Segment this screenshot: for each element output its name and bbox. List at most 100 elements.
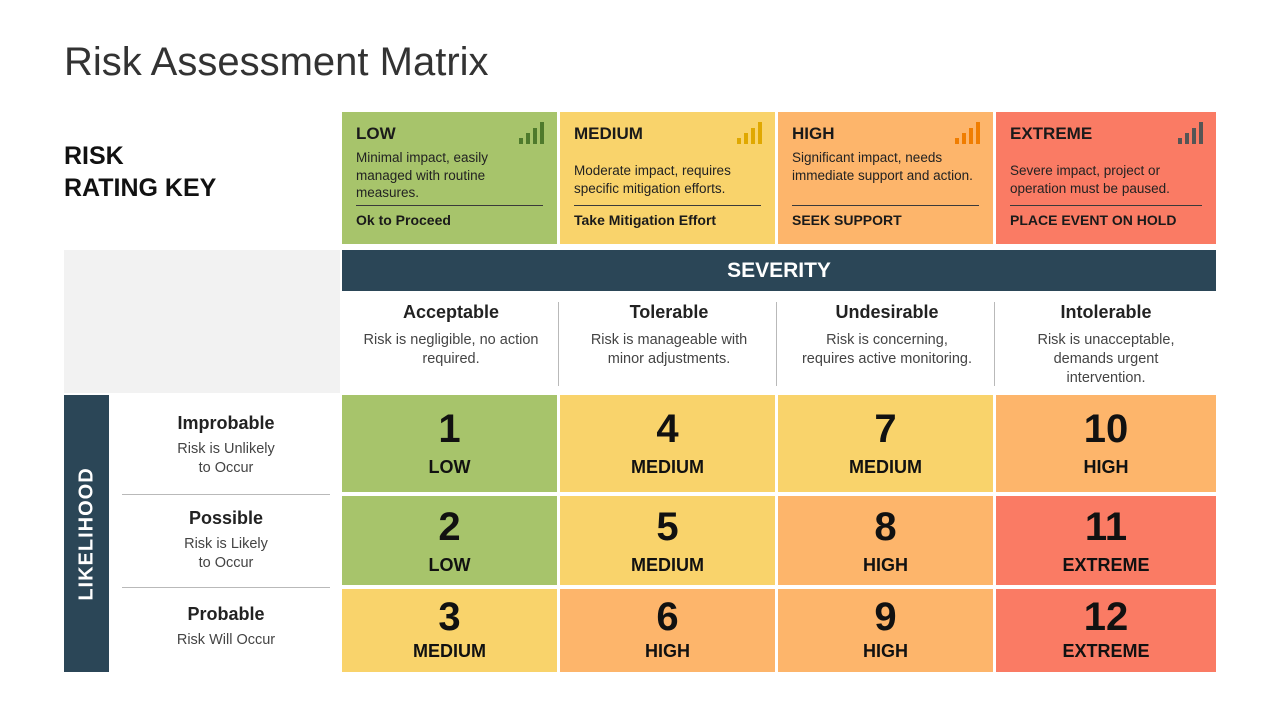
severity-description: Risk is concerning, requires active moni… <box>801 332 973 367</box>
signal-bar <box>758 122 762 144</box>
key-card-name: MEDIUM <box>574 124 643 143</box>
key-card-action: Take Mitigation Effort <box>574 212 717 228</box>
signal-bar <box>751 128 755 144</box>
risk-level: HIGH <box>863 641 908 661</box>
risk-level: MEDIUM <box>631 457 704 477</box>
key-card-divider <box>356 205 543 206</box>
severity-divider <box>776 302 777 386</box>
signal-bar <box>1192 128 1196 144</box>
risk-level: HIGH <box>645 641 690 661</box>
key-card-description: Significant impact, needs immediate supp… <box>792 150 973 183</box>
rating-key-line-2: RATING KEY <box>64 174 217 202</box>
matrix-cell: 11 EXTREME <box>996 496 1216 585</box>
severity-description: Risk is manageable with minor adjustment… <box>590 332 748 367</box>
signal-bar <box>737 138 741 144</box>
signal-bar <box>540 122 544 144</box>
signal-bar <box>519 138 523 144</box>
corner-blank-panel <box>64 250 340 393</box>
risk-level: EXTREME <box>1062 641 1150 661</box>
likelihood-row-probable: Probable Risk Will Occur <box>122 604 330 650</box>
key-card-high: HIGH Significant impact, needs immediate… <box>778 112 993 244</box>
severity-column-undesirable: Undesirable Risk is concerning, requires… <box>778 300 996 390</box>
severity-divider <box>994 302 995 386</box>
signal-bar <box>969 128 973 144</box>
risk-level: HIGH <box>1083 457 1129 477</box>
signal-bar <box>962 133 966 144</box>
matrix-cell: 10 HIGH <box>996 395 1216 492</box>
severity-name: Undesirable <box>835 302 939 322</box>
risk-score: 2 <box>438 505 461 549</box>
key-card-extreme: EXTREME Severe impact, project or operat… <box>996 112 1216 244</box>
severity-description: Risk is negligible, no action required. <box>363 332 539 367</box>
key-card-divider <box>1010 205 1202 206</box>
risk-level: LOW <box>428 555 471 575</box>
risk-score: 1 <box>438 407 461 451</box>
matrix-cell: 7 MEDIUM <box>778 395 993 492</box>
key-card-name: EXTREME <box>1010 124 1093 143</box>
likelihood-name: Possible <box>188 508 264 528</box>
risk-score: 8 <box>874 505 897 549</box>
likelihood-header: LIKELIHOOD <box>64 395 109 672</box>
severity-name: Tolerable <box>629 302 709 322</box>
risk-score: 9 <box>874 595 897 639</box>
signal-bar <box>744 133 748 144</box>
risk-score: 10 <box>1083 407 1129 451</box>
signal-bar <box>1178 138 1182 144</box>
signal-bar <box>955 138 959 144</box>
matrix-cell: 2 LOW <box>342 496 557 585</box>
key-card-action: SEEK SUPPORT <box>792 212 902 228</box>
signal-bar <box>1185 133 1189 144</box>
signal-bar <box>526 133 530 144</box>
risk-level: LOW <box>428 457 471 477</box>
rating-key-line-1: RISK <box>64 142 124 170</box>
signal-bars-icon <box>737 120 765 144</box>
matrix-cell: 1 LOW <box>342 395 557 492</box>
severity-divider <box>558 302 559 386</box>
risk-level: MEDIUM <box>849 457 922 477</box>
key-card-name: LOW <box>356 124 396 143</box>
risk-score: 7 <box>874 407 897 451</box>
severity-header: SEVERITY <box>342 250 1216 291</box>
severity-column-tolerable: Tolerable Risk is manageable with minor … <box>560 300 778 390</box>
key-card-divider <box>792 205 979 206</box>
likelihood-row-possible: Possible Risk is Likely to Occur <box>122 508 330 573</box>
severity-description: Risk is unacceptable, demands urgent int… <box>1037 332 1175 386</box>
key-card-description: Moderate impact, requires specific mitig… <box>574 163 731 196</box>
key-card-divider <box>574 205 761 206</box>
severity-column-acceptable: Acceptable Risk is negligible, no action… <box>342 300 560 390</box>
key-card-medium: MEDIUM Moderate impact, requires specifi… <box>560 112 775 244</box>
likelihood-description: Risk Will Occur <box>176 632 276 648</box>
likelihood-divider <box>122 494 330 495</box>
likelihood-row-improbable: Improbable Risk is Unlikely to Occur <box>122 413 330 478</box>
risk-score: 11 <box>1084 505 1128 549</box>
signal-bars-icon <box>1178 120 1206 144</box>
matrix-cell: 12 EXTREME <box>996 589 1216 672</box>
severity-column-intolerable: Intolerable Risk is unacceptable, demand… <box>996 300 1216 390</box>
signal-bars-icon <box>519 120 547 144</box>
likelihood-description: Risk is Unlikely to Occur <box>177 441 275 476</box>
risk-score: 4 <box>656 407 679 451</box>
key-card-description: Minimal impact, easily managed with rout… <box>356 150 489 200</box>
risk-score: 3 <box>438 595 461 639</box>
matrix-cell: 4 MEDIUM <box>560 395 775 492</box>
page-title: Risk Assessment Matrix <box>64 40 489 84</box>
risk-level: MEDIUM <box>413 641 486 661</box>
likelihood-divider <box>122 587 330 588</box>
likelihood-label: LIKELIHOOD <box>75 466 97 601</box>
likelihood-description: Risk is Likely to Occur <box>184 536 268 571</box>
matrix-cell: 8 HIGH <box>778 496 993 585</box>
signal-bar <box>976 122 980 144</box>
signal-bar <box>1199 122 1203 144</box>
risk-level: EXTREME <box>1062 555 1150 575</box>
signal-bars-icon <box>955 120 983 144</box>
key-card-action: PLACE EVENT ON HOLD <box>1010 212 1177 228</box>
signal-bar <box>533 128 537 144</box>
matrix-cell: 6 HIGH <box>560 589 775 672</box>
key-card-action: Ok to Proceed <box>356 212 451 228</box>
key-card-description: Severe impact, project or operation must… <box>1010 163 1170 196</box>
risk-score: 6 <box>656 595 679 639</box>
matrix-cell: 9 HIGH <box>778 589 993 672</box>
risk-level: HIGH <box>863 555 908 575</box>
risk-score: 5 <box>656 505 679 549</box>
risk-level: MEDIUM <box>631 555 704 575</box>
